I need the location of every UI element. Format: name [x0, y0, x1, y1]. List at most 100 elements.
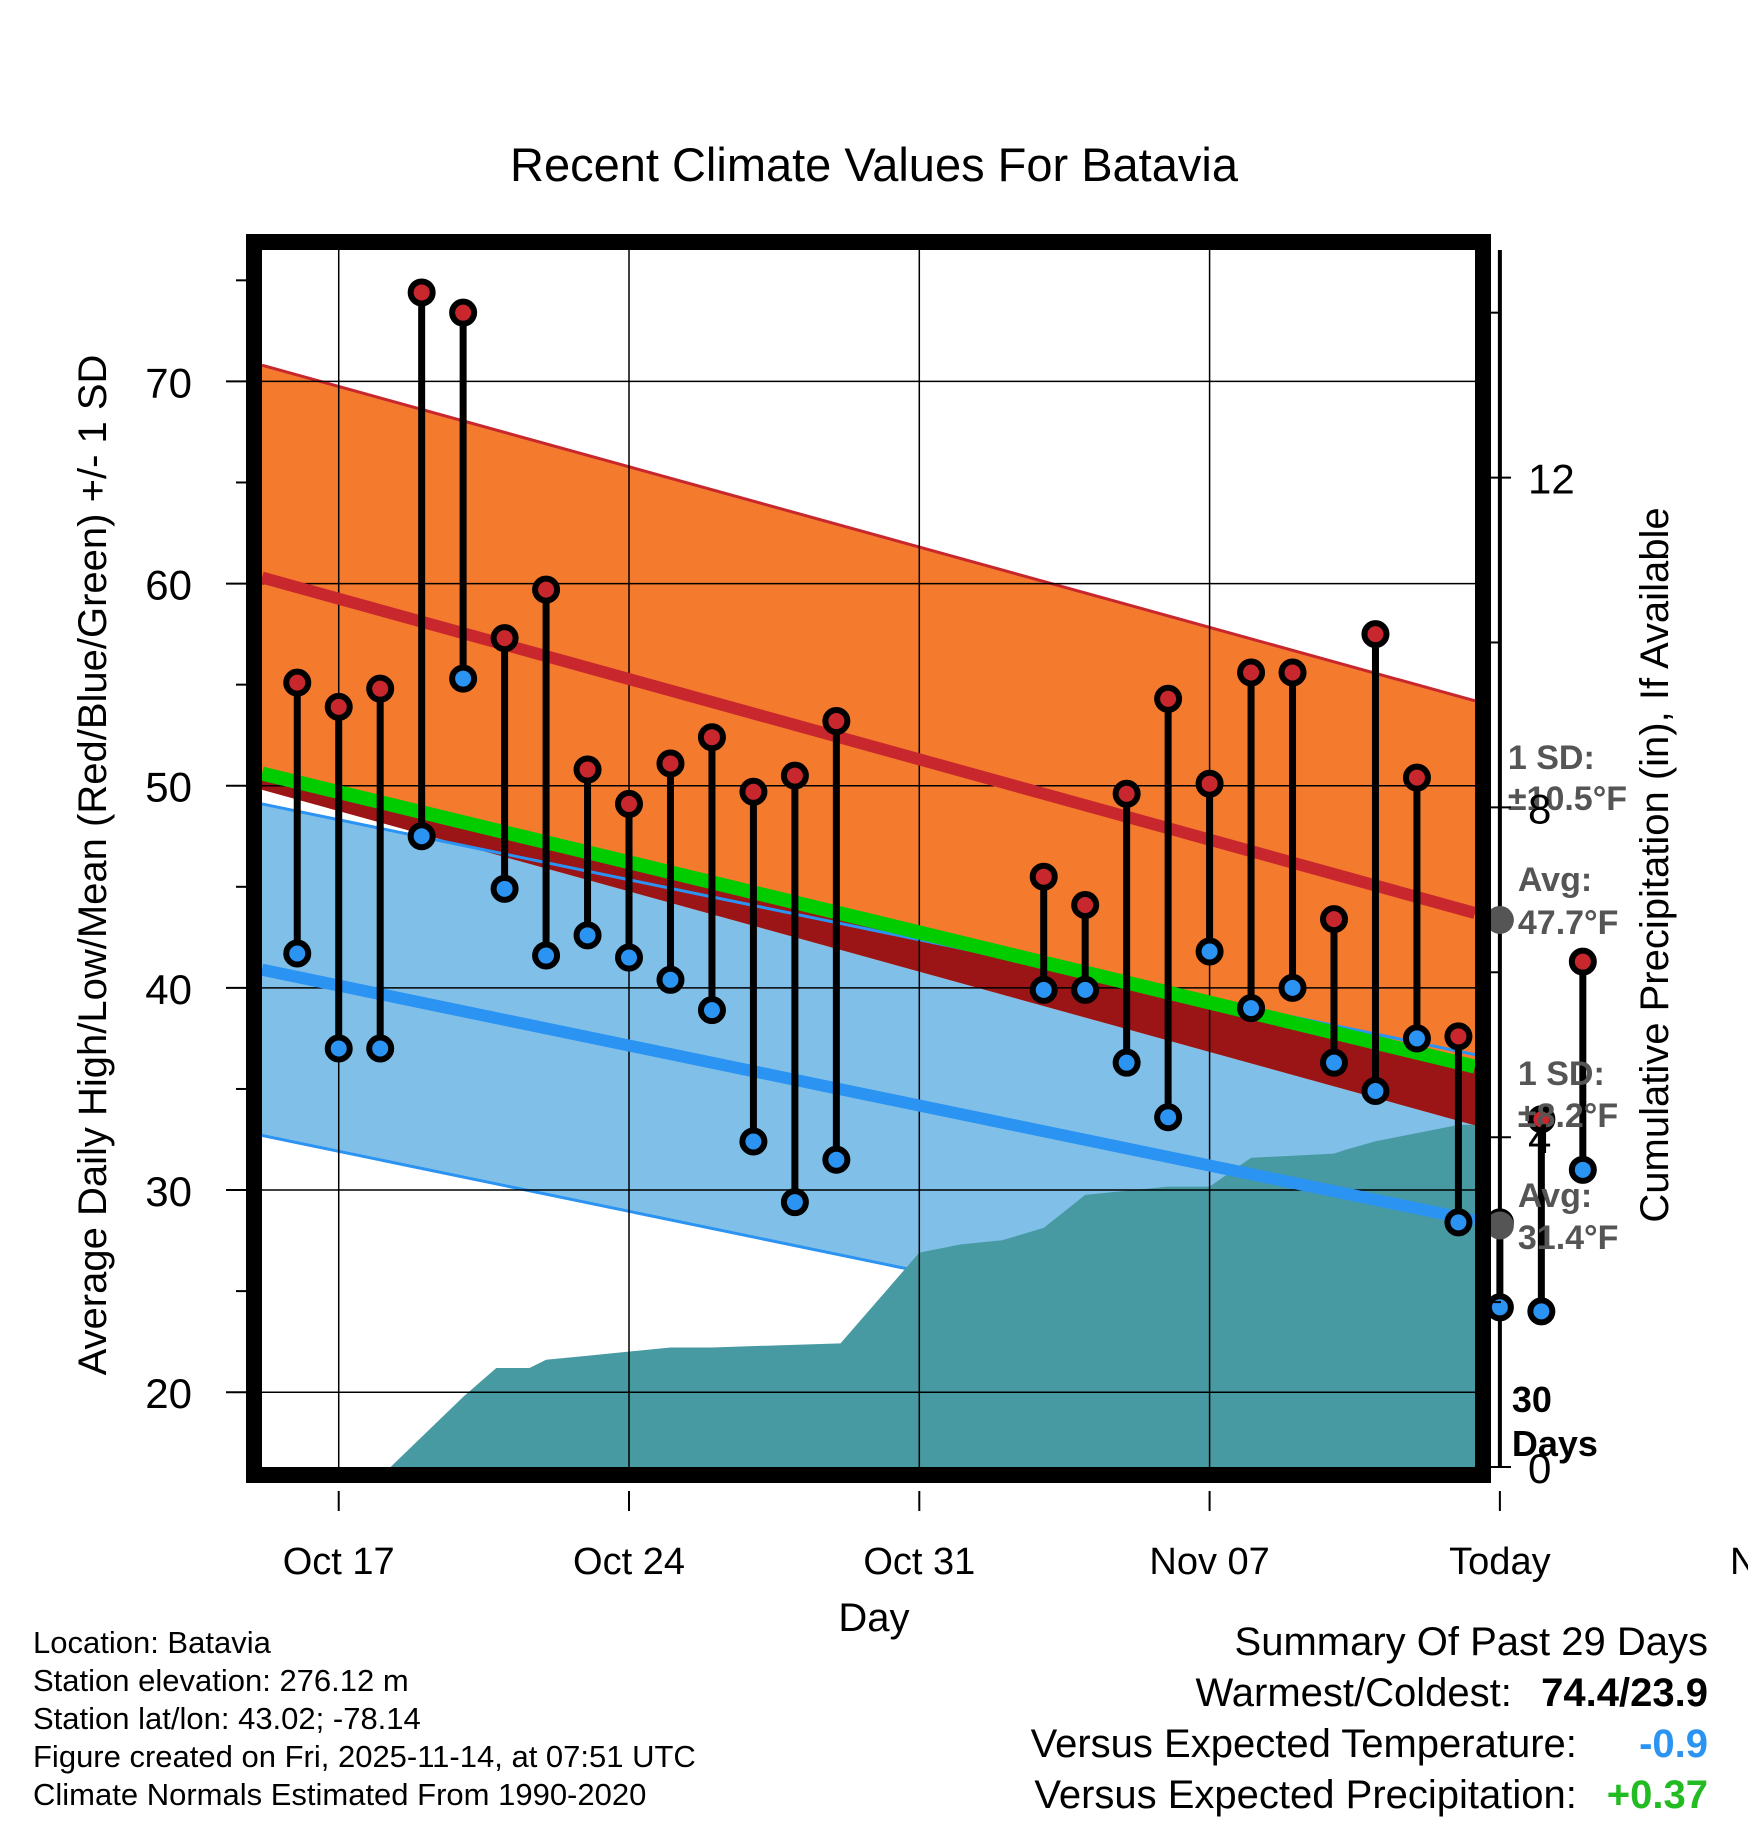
- x-tick-label: Oct 31: [863, 1541, 975, 1583]
- high-dot: [1071, 890, 1100, 919]
- temp-anomaly-label: Versus Expected Temperature:: [1030, 1722, 1577, 1766]
- high-avg-today-marker: [1485, 905, 1514, 934]
- x-tick-label: Oct 17: [283, 1541, 395, 1583]
- low-dot: [1527, 1297, 1556, 1326]
- summary-precipitation: Versus Expected Precipitation: +0.37: [1034, 1771, 1708, 1819]
- mean-avg-line: [260, 766, 1477, 1074]
- low-dot: [1237, 994, 1266, 1023]
- low-dot: [324, 1034, 353, 1063]
- low-dot: [1029, 975, 1058, 1004]
- low-dot: [780, 1188, 809, 1217]
- y2-tick-label-4: 4: [1528, 1115, 1551, 1162]
- high-dot: [573, 755, 602, 784]
- low-dot: [1485, 1293, 1514, 1322]
- created-text: Figure created on Fri, 2025-11-14, at 07…: [33, 1739, 696, 1774]
- x-tick-label: Nov 07: [1149, 1541, 1269, 1583]
- high-sd-label: 1 SD:: [1508, 739, 1595, 777]
- high-dot: [1568, 947, 1597, 976]
- low-dot: [449, 664, 478, 693]
- x-axis-label: Day: [838, 1596, 909, 1640]
- axis-text: Recent Climate Values For Batavia Day Aver…: [71, 138, 1677, 1640]
- location-text: Location: Batavia: [33, 1625, 271, 1660]
- axes: 20 30 40 50 60 70 0 4 8 12 Oct 17 Oct 24 Oct 31 Nov 0…: [145, 279, 1748, 1583]
- high-dot: [1278, 658, 1307, 687]
- high-dot: [449, 298, 478, 327]
- x-tick-label: Nov 21: [1730, 1541, 1748, 1583]
- low-avg-line: [260, 963, 1477, 1227]
- high-dot: [1029, 862, 1058, 891]
- low-avg-label: Avg:: [1518, 1177, 1592, 1215]
- y2-tick-label-8: 8: [1528, 785, 1551, 832]
- low-dot: [573, 921, 602, 950]
- low-dot: [1444, 1208, 1473, 1237]
- low-dot: [656, 965, 685, 994]
- high-dot: [1320, 905, 1349, 934]
- low-dot: [490, 874, 519, 903]
- high-dot: [1527, 1105, 1556, 1134]
- elevation-text: Station elevation: 276.12 m: [33, 1663, 409, 1698]
- low-dot: [283, 939, 312, 968]
- y-tick-label-40: 40: [145, 966, 192, 1013]
- low-sd-value: ±8.2°F: [1518, 1097, 1618, 1135]
- precip-cumulative-area: [262, 1124, 1475, 1467]
- low-dot: [1320, 1048, 1349, 1077]
- high-low-stems: [293, 292, 1587, 1312]
- low-dot: [1154, 1103, 1183, 1132]
- chart-title: Recent Climate Values For Batavia: [510, 138, 1239, 191]
- warm-cold-value: 74.4/23.9: [1541, 1671, 1708, 1715]
- plot-frame: [246, 234, 1491, 1483]
- high-dot: [1402, 763, 1431, 792]
- high-dot: [656, 749, 685, 778]
- y-tick-label-20: 20: [145, 1370, 192, 1417]
- mean-offset-wedge: [262, 773, 1475, 1126]
- low-dot: [1278, 973, 1307, 1002]
- high-dot: [615, 789, 644, 818]
- low-dot: [407, 822, 436, 851]
- low-dot: [1568, 1155, 1597, 1184]
- low-dot: [822, 1145, 851, 1174]
- high-dot: [283, 668, 312, 697]
- low-dot: [1402, 1024, 1431, 1053]
- high-avg-label: Avg:: [1518, 861, 1592, 899]
- low-dot: [739, 1127, 768, 1156]
- latlon-text: Station lat/lon: 43.02; -78.14: [33, 1701, 421, 1736]
- y2-tick-label-12: 12: [1528, 456, 1575, 503]
- high-dot: [366, 674, 395, 703]
- high-sd-value: ±10.5°F: [1508, 780, 1627, 818]
- low-avg-today-marker: [1485, 1211, 1514, 1240]
- y2-axis-label: Cumulative Precipitation (in), If Availa…: [1633, 507, 1677, 1222]
- x-tick-label: Today: [1449, 1541, 1550, 1583]
- high-dot: [1237, 658, 1266, 687]
- high-dot: [1154, 684, 1183, 713]
- low-dot: [697, 996, 726, 1025]
- precip-anomaly-value: +0.37: [1606, 1773, 1708, 1817]
- low-dot: [1112, 1048, 1141, 1077]
- low-dot: [1071, 975, 1100, 1004]
- high-dot: [780, 761, 809, 790]
- high-dot: [1444, 1022, 1473, 1051]
- low-dot: [1361, 1076, 1390, 1105]
- precip-anomaly-label: Versus Expected Precipitation:: [1034, 1773, 1577, 1817]
- summary-title: Summary Of Past 29 Days: [1234, 1620, 1708, 1664]
- low-dot: [366, 1034, 395, 1063]
- y-tick-label-50: 50: [145, 764, 192, 811]
- normals-text: Climate Normals Estimated From 1990-2020: [33, 1777, 647, 1812]
- high-low-dots: [283, 278, 1597, 1326]
- plot-border: [246, 234, 1491, 1483]
- y-tick-label-30: 30: [145, 1168, 192, 1215]
- summary-warm-cold: Warmest/Coldest: 74.4/23.9: [1196, 1669, 1709, 1717]
- high-dot: [532, 575, 561, 604]
- low-avg-value: 31.4°F: [1518, 1219, 1619, 1257]
- high-dot: [1112, 779, 1141, 808]
- high-dot: [739, 777, 768, 806]
- x-tick-label: Oct 24: [573, 1541, 685, 1583]
- y-axis-label: Average Daily High/Low/Mean (Red/Blue/Gr…: [71, 355, 115, 1376]
- y2-tick-label-0: 0: [1528, 1445, 1551, 1492]
- y-tick-label-60: 60: [145, 562, 192, 609]
- high-dot: [697, 723, 726, 752]
- precipitation-area: [262, 1124, 1475, 1467]
- days-word-label: Days: [1512, 1423, 1598, 1464]
